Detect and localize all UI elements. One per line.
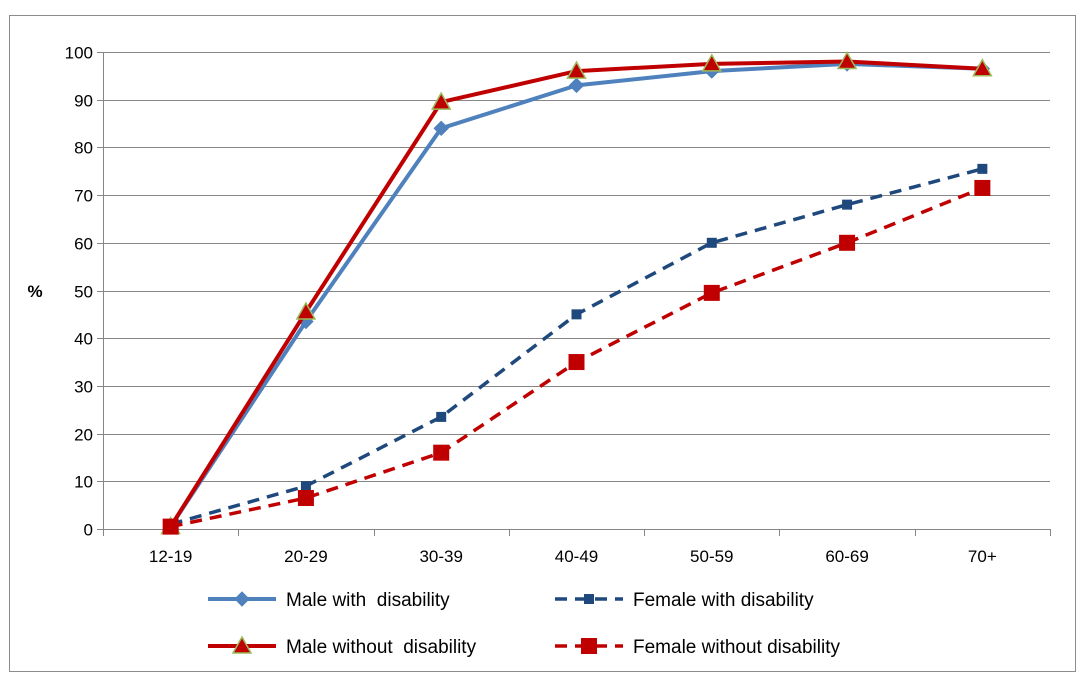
y-tick-label: 90 [74, 92, 93, 111]
x-tick-label: 50-59 [690, 547, 733, 566]
data-point [571, 309, 582, 320]
data-point [706, 237, 717, 248]
series-lines [160, 51, 993, 535]
data-point [162, 518, 179, 535]
data-point [974, 179, 991, 196]
chart-frame [9, 15, 1076, 672]
series-4 [162, 179, 991, 535]
data-point [295, 301, 317, 320]
legend-label: Male with disability [286, 590, 450, 611]
legend-label: Female without disability [633, 637, 840, 658]
data-point [977, 163, 988, 174]
legend-marker [234, 591, 250, 607]
y-tick-label: 0 [84, 521, 93, 540]
legend: Male with disability Female with disabili… [208, 590, 840, 658]
data-point [566, 60, 587, 79]
legend-item: Male without disability [208, 635, 477, 658]
data-point [836, 51, 858, 70]
y-tick-label: 30 [74, 378, 93, 397]
y-axis-label: % [27, 282, 42, 301]
data-point [972, 58, 993, 77]
data-point [568, 354, 585, 371]
y-tick-label: 80 [74, 139, 93, 158]
legend-label: Male without disability [286, 637, 477, 658]
data-point [300, 481, 311, 492]
axes [97, 52, 1051, 536]
data-point [430, 91, 452, 110]
x-tick-label: 30-39 [419, 547, 462, 566]
legend-marker [231, 635, 253, 654]
data-point [703, 284, 720, 301]
data-point [433, 120, 449, 137]
legend-item: Female without disability [555, 637, 840, 658]
x-tick-label: 20-29 [284, 547, 327, 566]
legend-marker [581, 638, 597, 654]
data-point [568, 77, 585, 94]
y-tick-label: 60 [74, 235, 93, 254]
y-tick-label: 100 [65, 44, 93, 63]
x-tick-label: 40-49 [555, 547, 598, 566]
x-tick-label: 60-69 [825, 547, 868, 566]
data-point [842, 199, 853, 210]
y-tick-label: 10 [74, 473, 93, 492]
data-point [701, 53, 723, 72]
x-tick-label: 70+ [968, 547, 997, 566]
legend-item: Male with disability [208, 590, 450, 611]
data-point [839, 234, 856, 251]
y-tick-label: 40 [74, 330, 93, 349]
y-tick-label: 50 [74, 283, 93, 302]
tick-labels: 0 10 20 30 40 50 60 70 80 90 100 12-19 20-29 30-39 40-… [65, 44, 997, 567]
legend-label: Female with disability [633, 590, 814, 611]
series-3 [160, 51, 993, 535]
y-tick-label: 70 [74, 187, 93, 206]
data-point [297, 489, 314, 506]
legend-marker [584, 594, 594, 604]
x-tick-label: 12-19 [149, 547, 192, 566]
legend-item: Female with disability [555, 590, 814, 611]
data-point [436, 411, 447, 422]
y-tick-label: 20 [74, 426, 93, 445]
data-point [433, 444, 450, 461]
